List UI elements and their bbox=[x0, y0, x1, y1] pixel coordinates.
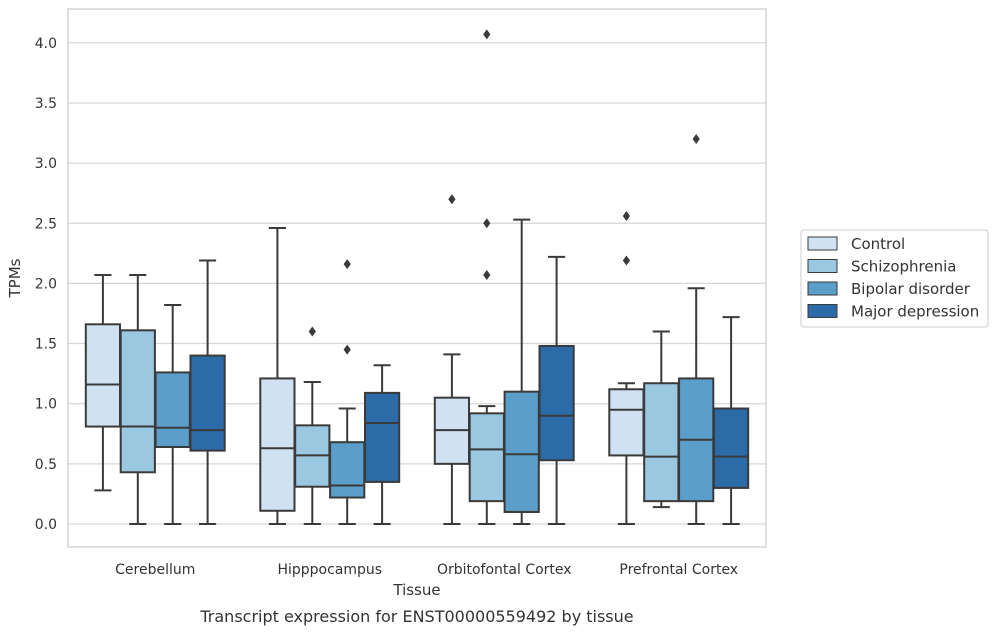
iqr-box bbox=[503, 390, 540, 513]
outlier-point bbox=[448, 194, 456, 205]
y-tick-label: 1.5 bbox=[35, 337, 57, 353]
chart-caption: Transcript expression for ENST0000055949… bbox=[199, 607, 633, 626]
box-major-depression bbox=[189, 259, 226, 525]
iqr-box bbox=[363, 391, 401, 483]
iqr-box bbox=[84, 323, 122, 428]
outlier-point bbox=[308, 326, 316, 337]
legend-swatch bbox=[807, 236, 838, 251]
outlier-point bbox=[622, 255, 630, 266]
iqr-box bbox=[154, 371, 191, 449]
box-control bbox=[84, 273, 122, 492]
outlier-point bbox=[483, 29, 491, 40]
legend-label: Control bbox=[851, 235, 905, 253]
legend: Control Schizophrenia Bipolar disorder Majo… bbox=[800, 229, 989, 328]
x-tick-label: Prefrontal Cortex bbox=[619, 562, 738, 578]
box-schizophrenia bbox=[294, 326, 331, 525]
y-tick-label: 4.0 bbox=[35, 36, 57, 52]
box-bipolar-disorder bbox=[154, 304, 191, 525]
legend-label: Schizophrenia bbox=[851, 258, 956, 276]
box-schizophrenia bbox=[643, 330, 680, 509]
iqr-box bbox=[329, 441, 366, 499]
legend-swatch bbox=[807, 304, 838, 318]
box-schizophrenia bbox=[119, 273, 156, 525]
outlier-point bbox=[483, 269, 491, 280]
x-axis-label: Tissue bbox=[392, 581, 440, 599]
y-tick-label: 0.0 bbox=[35, 517, 57, 533]
x-tick-label: Orbitofontal Cortex bbox=[437, 562, 572, 578]
x-tick-labels: Cerebellum Hipppocampus Orbitofontal Corte… bbox=[115, 562, 738, 578]
box-control bbox=[259, 227, 296, 525]
iqr-box bbox=[468, 412, 505, 503]
x-tick-label: Cerebellum bbox=[115, 562, 195, 578]
legend-swatch bbox=[807, 281, 838, 296]
box-major-depression bbox=[363, 364, 401, 525]
box-groups bbox=[84, 29, 750, 525]
box-schizophrenia bbox=[468, 29, 505, 525]
iqr-box bbox=[189, 354, 226, 452]
y-tick-label: 3.5 bbox=[35, 96, 57, 112]
iqr-box bbox=[119, 329, 156, 474]
iqr-box bbox=[608, 388, 645, 457]
y-tick-label: 3.0 bbox=[35, 156, 57, 172]
y-tick-label: 1.0 bbox=[35, 397, 57, 413]
iqr-box bbox=[259, 377, 296, 512]
box-bipolar-disorder bbox=[329, 259, 366, 525]
legend-swatch bbox=[807, 259, 838, 273]
box-bipolar-disorder bbox=[678, 134, 715, 525]
x-tick-label: Hipppocampus bbox=[277, 562, 382, 578]
box-control bbox=[608, 211, 645, 525]
y-tick-label: 0.5 bbox=[35, 457, 57, 473]
outlier-point bbox=[622, 211, 630, 222]
y-axis-label: TPMs bbox=[6, 258, 24, 298]
plot-frame bbox=[67, 8, 767, 548]
outlier-point bbox=[692, 134, 700, 145]
box-major-depression bbox=[538, 255, 575, 525]
box-bipolar-disorder bbox=[503, 218, 540, 525]
legend-label: Major depression bbox=[851, 303, 979, 321]
iqr-box bbox=[712, 407, 750, 489]
y-tick-labels: 0.0 0.5 1.0 1.5 2.0 2.5 3.0 3.5 4.0 bbox=[35, 36, 57, 533]
outlier-point bbox=[483, 218, 491, 229]
legend-frame bbox=[800, 229, 989, 328]
iqr-box bbox=[643, 382, 680, 503]
iqr-box bbox=[538, 344, 575, 462]
box-control bbox=[433, 194, 471, 525]
y-tick-label: 2.0 bbox=[35, 276, 57, 292]
box-major-depression bbox=[712, 316, 750, 525]
y-tick-label: 2.5 bbox=[35, 216, 57, 232]
outlier-point bbox=[343, 344, 351, 355]
legend-label: Bipolar disorder bbox=[851, 280, 971, 298]
outlier-point bbox=[343, 259, 351, 270]
